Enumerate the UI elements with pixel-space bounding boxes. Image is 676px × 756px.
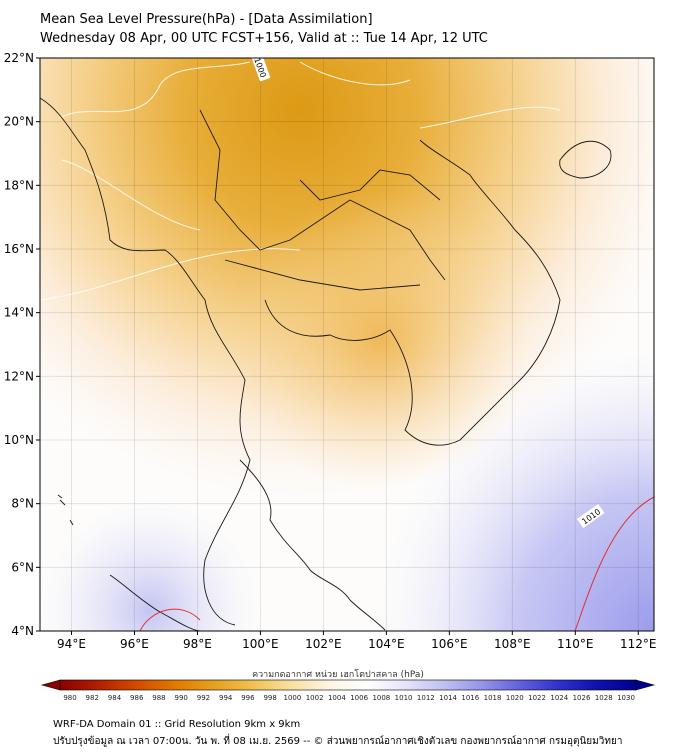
- lat-tick-label: 10°N: [4, 433, 34, 447]
- lat-tick-label: 16°N: [4, 242, 34, 256]
- lat-tick-label: 18°N: [4, 178, 34, 192]
- lon-tick-label: 96°E: [120, 637, 149, 651]
- colorbar-tick-label: 1000: [283, 694, 301, 702]
- footer-model-info: WRF-DA Domain 01 :: Grid Resolution 9km …: [53, 719, 301, 730]
- colorbar-tick-label: 982: [86, 694, 99, 702]
- lat-tick-label: 22°N: [4, 51, 34, 65]
- lon-tick-label: 108°E: [494, 637, 531, 651]
- colorbar-tick-label: 992: [197, 694, 210, 702]
- colorbar-tick-label: 986: [130, 694, 144, 702]
- colorbar: [59, 679, 637, 691]
- colorbar-tick-label: 1004: [328, 694, 346, 702]
- colorbar-tick-label: 1018: [484, 694, 502, 702]
- colorbar-tick-label: 984: [108, 694, 122, 702]
- colorbar-tick-label: 1006: [350, 694, 368, 702]
- lat-tick-label: 14°N: [4, 306, 34, 320]
- colorbar-tick-label: 1012: [417, 694, 435, 702]
- colorbar-tick-label: 1002: [306, 694, 324, 702]
- colorbar-low-arrow: [40, 679, 61, 691]
- colorbar-tick-label: 1030: [617, 694, 635, 702]
- colorbar-high-arrow: [635, 679, 656, 691]
- lat-tick-label: 20°N: [4, 115, 34, 129]
- colorbar-tick-label: 994: [219, 694, 233, 702]
- lon-tick-label: 106°E: [431, 637, 468, 651]
- chart-subtitle: Wednesday 08 Apr, 00 UTC FCST+156, Valid…: [40, 31, 488, 46]
- colorbar-tick-label: 980: [63, 694, 76, 702]
- colorbar-tick-label: 1014: [439, 694, 457, 702]
- colorbar-tick-label: 1016: [461, 694, 479, 702]
- colorbar-tick-label: 1008: [372, 694, 390, 702]
- map-frame: [39, 57, 655, 632]
- colorbar-tick-label: 998: [263, 694, 276, 702]
- lon-tick-label: 110°E: [557, 637, 594, 651]
- colorbar-tick-label: 1022: [528, 694, 546, 702]
- colorbar-tick-label: 988: [152, 694, 165, 702]
- isobar-1010-south: [139, 608, 201, 631]
- lon-tick-label: 100°E: [242, 637, 279, 651]
- lon-tick-label: 104°E: [368, 637, 405, 651]
- colorbar-tick-label: 996: [241, 694, 255, 702]
- lat-tick-label: 4°N: [11, 624, 34, 638]
- colorbar-tick-label: 1028: [595, 694, 613, 702]
- chart-title: Mean Sea Level Pressure(hPa) - [Data Ass…: [40, 12, 373, 27]
- footer-credit: ปรับปรุงข้อมูล ณ เวลา 07:00น. วัน พ. ที่…: [53, 736, 623, 747]
- colorbar-tick-label: 1026: [573, 694, 591, 702]
- lon-tick-label: 94°E: [57, 637, 86, 651]
- lat-tick-label: 8°N: [11, 497, 34, 511]
- map-gridlines: [40, 58, 654, 631]
- colorbar-tick-label: 1010: [395, 694, 413, 702]
- colorbar-tick-label: 1020: [506, 694, 524, 702]
- lat-tick-label: 12°N: [4, 369, 34, 383]
- isobar-1010: [574, 496, 654, 631]
- lon-tick-label: 112°E: [620, 637, 657, 651]
- colorbar-tick-label: 1024: [550, 694, 568, 702]
- lat-tick-label: 6°N: [11, 560, 34, 574]
- lon-tick-label: 102°E: [305, 637, 342, 651]
- lon-tick-label: 98°E: [183, 637, 212, 651]
- colorbar-label: ความกดอากาศ หน่วย เฮกโตปาสคาล (hPa): [252, 670, 424, 680]
- colorbar-tick-label: 990: [175, 694, 188, 702]
- coastline-borders: [40, 97, 612, 631]
